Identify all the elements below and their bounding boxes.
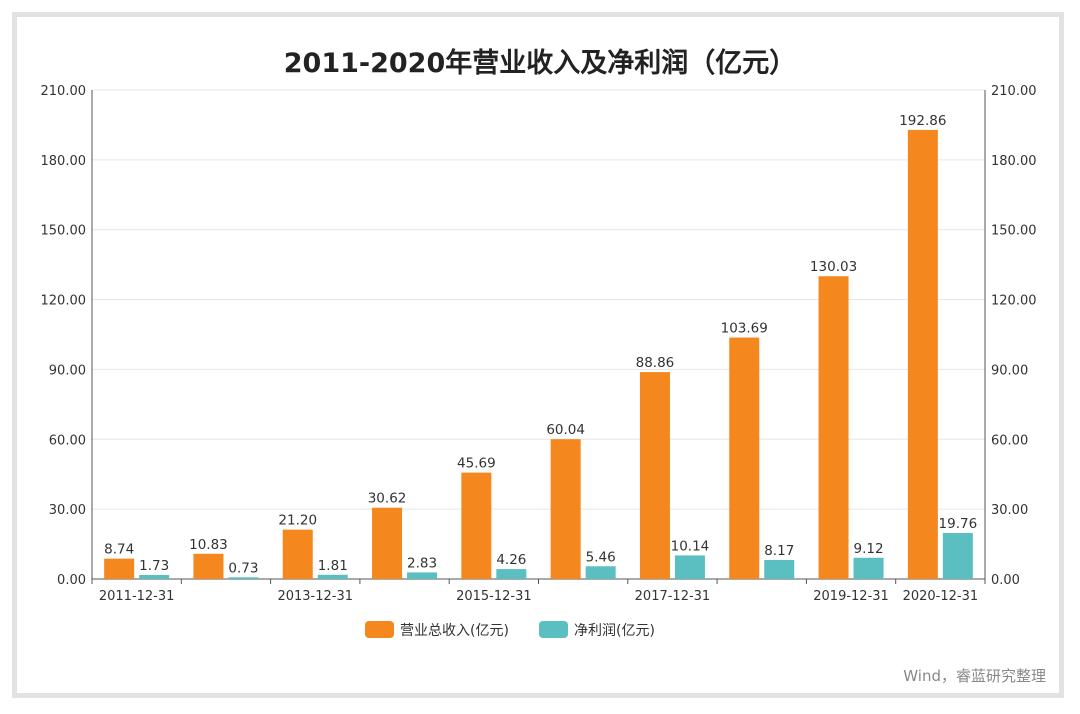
legend-label: 营业总收入(亿元): [400, 623, 509, 639]
revenue-data-label: 192.86: [899, 113, 946, 129]
x-tick-label: 2019-12-31: [813, 589, 889, 604]
profit-data-label: 4.26: [496, 552, 526, 568]
x-tick-label: 2011-12-31: [99, 589, 175, 604]
y-tick-label-left: 60.00: [49, 433, 86, 448]
profit-data-label: 19.76: [939, 516, 978, 532]
grid-lines: [92, 89, 985, 510]
revenue-data-label: 130.03: [810, 259, 857, 275]
revenue-bar: [372, 507, 403, 579]
profit-bar: [407, 572, 438, 579]
profit-data-label: 8.17: [764, 543, 794, 559]
revenue-data-label: 10.83: [189, 537, 228, 553]
y-tick-label-right: 90.00: [991, 363, 1028, 378]
y-tick-label-left: 180.00: [41, 154, 87, 169]
profit-data-label: 0.73: [228, 560, 258, 576]
profit-bar: [228, 577, 259, 579]
revenue-data-label: 30.62: [368, 491, 407, 507]
profit-bar: [139, 574, 170, 579]
profit-bar: [496, 569, 527, 579]
y-tick-label-left: 210.00: [41, 84, 87, 99]
profit-bar: [585, 566, 616, 579]
x-tick-label: 2015-12-31: [456, 589, 532, 604]
revenue-data-label: 88.86: [636, 355, 675, 371]
revenue-data-label: 21.20: [278, 513, 317, 529]
y-tick-label-right: 60.00: [991, 433, 1028, 448]
profit-bar: [674, 555, 705, 579]
revenue-data-label: 103.69: [721, 321, 768, 337]
y-tick-label-left: 150.00: [41, 224, 87, 239]
legend-label: 净利润(亿元): [574, 623, 655, 639]
revenue-bar: [193, 553, 224, 579]
profit-bar: [853, 557, 884, 579]
axes: 0.00 0.00 30.00 30.00 60.00 60.00 90.00 90.00 12…: [41, 84, 1037, 604]
revenue-bar: [104, 558, 135, 579]
revenue-bar: [907, 129, 938, 579]
legend-swatch: [539, 621, 568, 638]
x-tick-label: 2013-12-31: [277, 589, 353, 604]
y-tick-label-right: 180.00: [991, 154, 1037, 169]
y-tick-label-left: 120.00: [41, 294, 87, 309]
revenue-data-label: 45.69: [457, 456, 496, 472]
legend-swatch: [365, 621, 394, 638]
y-tick-label-right: 0.00: [991, 573, 1020, 588]
profit-data-label: 10.14: [671, 538, 710, 554]
revenue-bar: [461, 472, 492, 579]
profit-bar: [317, 574, 348, 579]
legend: 营业总收入(亿元) 净利润(亿元): [365, 621, 655, 639]
revenue-bar: [282, 529, 313, 579]
y-tick-label-left: 90.00: [49, 363, 86, 378]
profit-data-label: 2.83: [407, 555, 437, 571]
x-tick-label: 2017-12-31: [635, 589, 711, 604]
y-tick-label-left: 0.00: [57, 573, 86, 588]
revenue-data-label: 8.74: [104, 542, 134, 558]
profit-data-label: 9.12: [854, 541, 884, 557]
profit-data-label: 1.73: [139, 558, 169, 574]
revenue-data-label: 60.04: [546, 422, 585, 438]
x-tick-label: 2020-12-31: [903, 589, 979, 604]
profit-bar: [764, 559, 795, 579]
y-tick-label-right: 120.00: [991, 294, 1037, 309]
y-tick-label-right: 30.00: [991, 503, 1028, 518]
profit-data-label: 1.81: [318, 558, 348, 574]
profit-data-label: 5.46: [586, 549, 616, 565]
revenue-bar: [550, 439, 581, 579]
chart-title: 2011-2020年营业收入及净利润（亿元）: [284, 47, 797, 79]
y-tick-label-right: 150.00: [991, 224, 1037, 239]
y-tick-label-left: 30.00: [49, 503, 86, 518]
revenue-bar: [729, 337, 760, 579]
source-note: Wind，睿蓝研究整理: [903, 667, 1046, 685]
revenue-bar: [639, 372, 670, 579]
profit-bar: [942, 532, 973, 579]
revenue-bar: [818, 276, 849, 579]
bars: 8.74 1.73 10.830.73 21.20 1.81 30.62 2.83 45.69…: [104, 113, 977, 579]
y-tick-label-right: 210.00: [991, 84, 1037, 99]
